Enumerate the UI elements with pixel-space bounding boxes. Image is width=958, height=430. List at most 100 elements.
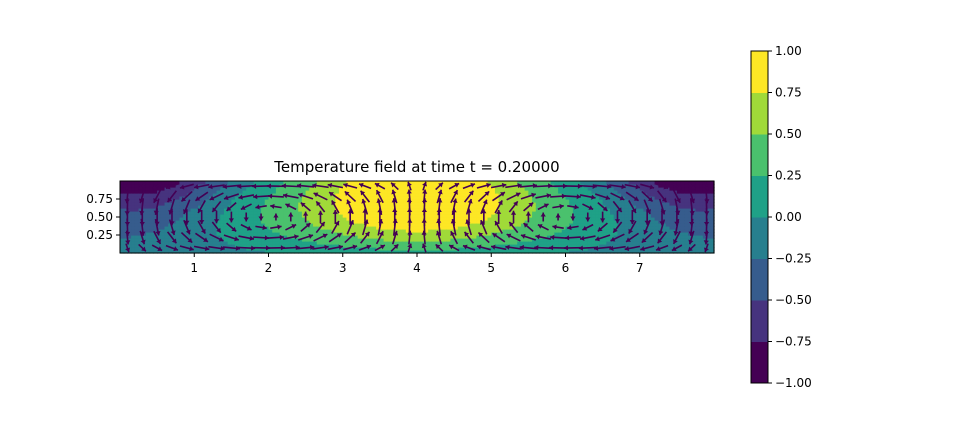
field-cell [257, 238, 262, 242]
field-cell [205, 241, 210, 245]
field-cell [220, 214, 225, 218]
field-cell [431, 241, 437, 245]
field-cell [327, 205, 333, 209]
field-cell [405, 196, 411, 200]
field-cell [342, 202, 348, 206]
velocity-arrow [689, 198, 695, 216]
field-cell [506, 187, 511, 191]
field-cell [209, 238, 214, 242]
field-cell [242, 199, 247, 203]
field-cell [361, 244, 366, 248]
field-cell [587, 181, 593, 185]
field-cell [294, 241, 299, 245]
field-cell [606, 238, 611, 242]
field-cell [305, 220, 310, 224]
field-cell [569, 241, 574, 245]
field-cell [654, 193, 659, 197]
field-cell [435, 208, 440, 212]
field-cell [212, 181, 218, 185]
field-cell [160, 208, 166, 212]
field-cell [175, 232, 180, 236]
field-cell [324, 220, 329, 224]
field-cell [691, 238, 697, 242]
field-cell [238, 199, 244, 203]
field-cell [665, 199, 671, 203]
field-cell [405, 211, 411, 215]
field-cell [316, 199, 322, 203]
field-cell [621, 187, 626, 191]
field-cell [261, 187, 266, 191]
field-cell [517, 199, 522, 203]
field-cell [417, 184, 422, 188]
field-cell [231, 181, 236, 185]
field-cell [287, 181, 292, 185]
field-cell [149, 241, 155, 245]
field-cell [584, 247, 589, 251]
field-cell [535, 238, 541, 242]
field-cell [561, 235, 567, 239]
field-cell [194, 226, 199, 230]
field-cell [294, 238, 299, 242]
velocity-arrow [658, 198, 666, 215]
field-cell [350, 181, 355, 185]
field-cell [138, 190, 143, 194]
field-cell [320, 217, 325, 221]
field-cell [506, 202, 511, 206]
field-cell [372, 217, 377, 221]
field-cell [506, 208, 511, 212]
field-cell [316, 229, 322, 233]
field-cell [584, 202, 589, 206]
field-cell [223, 199, 229, 203]
field-cell [576, 247, 581, 251]
field-cell [175, 220, 180, 224]
field-cell [491, 205, 496, 209]
field-cell [491, 193, 496, 197]
field-cell [550, 226, 555, 230]
field-cell [420, 217, 426, 221]
field-cell [576, 214, 581, 218]
field-cell [417, 202, 422, 206]
field-cell [212, 199, 218, 203]
field-cell [238, 244, 244, 248]
field-cell [498, 235, 503, 239]
field-cell [134, 238, 140, 242]
colorbar-bands [751, 51, 768, 384]
field-cell [610, 226, 615, 230]
field-cell [264, 220, 270, 224]
field-cell [632, 250, 637, 254]
field-cell [335, 205, 340, 209]
field-cell [480, 187, 485, 191]
field-cell [558, 247, 563, 251]
field-cell [157, 211, 162, 215]
field-cell [450, 205, 455, 209]
field-cell [431, 217, 437, 221]
field-cell [376, 226, 381, 230]
field-cell [205, 187, 210, 191]
field-cell [613, 250, 619, 254]
field-cell [157, 223, 162, 227]
field-cell [145, 193, 151, 197]
field-cell [636, 205, 641, 209]
field-cell [699, 190, 704, 194]
field-cell [142, 202, 147, 206]
field-cell [331, 220, 336, 224]
field-cell [145, 199, 151, 203]
field-cell [465, 187, 470, 191]
field-cell [342, 208, 348, 212]
field-cell [673, 187, 678, 191]
field-cell [405, 241, 411, 245]
field-cell [235, 226, 240, 230]
field-cell [535, 232, 541, 236]
field-cell [643, 250, 648, 254]
field-cell [587, 247, 593, 251]
field-cell [123, 202, 129, 206]
field-cell [316, 220, 322, 224]
field-cell [595, 190, 600, 194]
velocity-arrow [492, 191, 506, 202]
field-cell [461, 214, 466, 218]
field-cell [227, 202, 232, 206]
field-cell [543, 211, 548, 215]
field-cell [520, 199, 526, 203]
field-cell [431, 220, 437, 224]
field-cell [149, 220, 155, 224]
